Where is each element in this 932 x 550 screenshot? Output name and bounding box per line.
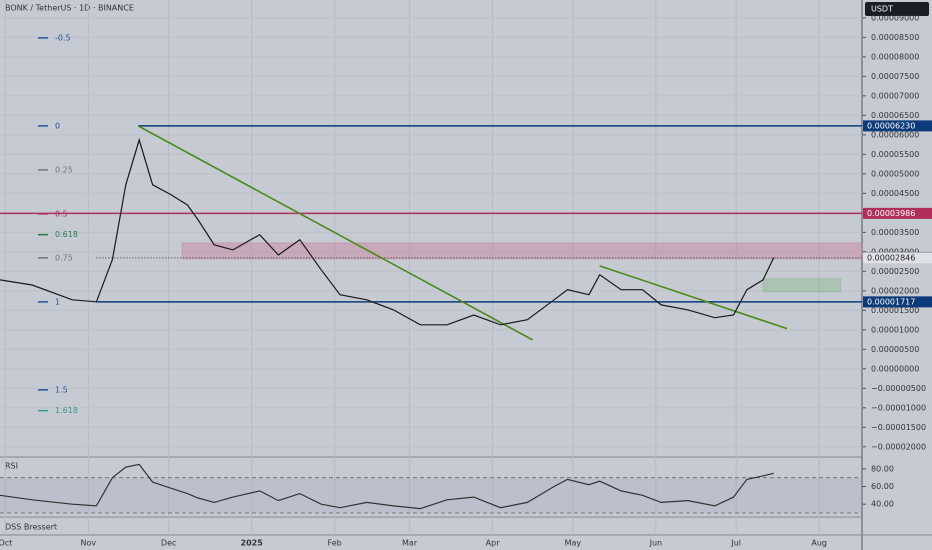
- zone: [181, 242, 863, 260]
- y-tick-label: 0.00003500: [871, 228, 919, 237]
- indicator-title: DSS Bressert: [5, 523, 57, 532]
- y-tick-label: 0.00005500: [871, 150, 919, 159]
- fib-label: 0: [55, 121, 60, 130]
- fib-label: 1.5: [55, 385, 68, 394]
- trendline: [599, 265, 788, 330]
- y-tick-label: 0.00007000: [871, 91, 919, 100]
- currency-label[interactable]: USDT: [871, 5, 893, 14]
- x-tick-label: Dec: [161, 539, 176, 548]
- price-label: 0.00006230: [867, 121, 915, 130]
- rsi-title: RSI: [5, 462, 18, 471]
- price-label-box: [863, 120, 932, 132]
- price-label: 0.00002846: [867, 253, 915, 262]
- y-tick-label: 0.00001500: [871, 306, 919, 315]
- y-tick-label: 0.00000500: [871, 345, 919, 354]
- y-tick-label: 0.00007500: [871, 72, 919, 81]
- x-tick-label: Jul: [730, 539, 741, 548]
- trendline: [137, 125, 534, 341]
- y-tick-label: 0.00003000: [871, 247, 919, 256]
- price-label-box: [863, 252, 932, 264]
- y-tick-label: 0.00008000: [871, 52, 919, 61]
- y-tick-label: 0.00000000: [871, 364, 919, 373]
- y-tick-label: −0.00002000: [871, 442, 926, 451]
- chart-title: BONK / TetherUS · 1D · BINANCE: [5, 4, 134, 13]
- currency-button[interactable]: [865, 2, 929, 16]
- y-tick-label: 40.00: [871, 500, 894, 509]
- y-tick-label: 0.00008500: [871, 33, 919, 42]
- x-tick-label: Aug: [811, 539, 827, 548]
- fib-label: 1.618: [55, 406, 78, 415]
- price-label-box: [863, 207, 932, 219]
- y-tick-label: 0.00004500: [871, 189, 919, 198]
- y-tick-label: 0.00009000: [871, 13, 919, 22]
- x-tick-label: Jun: [649, 539, 663, 548]
- fib-label: -0.5: [55, 33, 71, 42]
- y-tick-label: 0.00001000: [871, 325, 919, 334]
- series-line: [0, 463, 774, 510]
- y-tick-label: 0.00002000: [871, 286, 919, 295]
- y-tick-label: −0.00000500: [871, 384, 926, 393]
- y-tick-label: 60.00: [871, 482, 894, 491]
- zone: [762, 278, 842, 293]
- y-tick-label: 0.00006000: [871, 130, 919, 139]
- price-label: 0.00001717: [867, 297, 915, 306]
- y-tick-label: 0.00002500: [871, 267, 919, 276]
- y-tick-label: −0.00001500: [871, 423, 926, 432]
- price-label-box: [863, 296, 932, 308]
- x-tick-label: Apr: [486, 539, 501, 548]
- x-tick-label: Nov: [81, 539, 97, 548]
- x-tick-label: 2025: [241, 539, 264, 548]
- x-tick-label: Oct: [0, 539, 12, 548]
- y-tick-label: −0.00001000: [871, 403, 926, 412]
- y-tick-label: 80.00: [871, 464, 894, 473]
- fib-label: 0.618: [55, 230, 78, 239]
- rsi-band: [0, 477, 862, 513]
- fib-label: 1: [55, 297, 60, 306]
- price-label: 0.00003986: [867, 209, 915, 218]
- fib-label: 0.75: [55, 253, 73, 262]
- x-tick-label: Feb: [328, 539, 342, 548]
- x-tick-label: Mar: [402, 539, 418, 548]
- x-tick-label: May: [565, 539, 582, 548]
- series-line: [0, 137, 775, 326]
- y-tick-label: 0.00006500: [871, 111, 919, 120]
- y-tick-label: 0.00005000: [871, 169, 919, 178]
- fib-label: 0.25: [55, 165, 73, 174]
